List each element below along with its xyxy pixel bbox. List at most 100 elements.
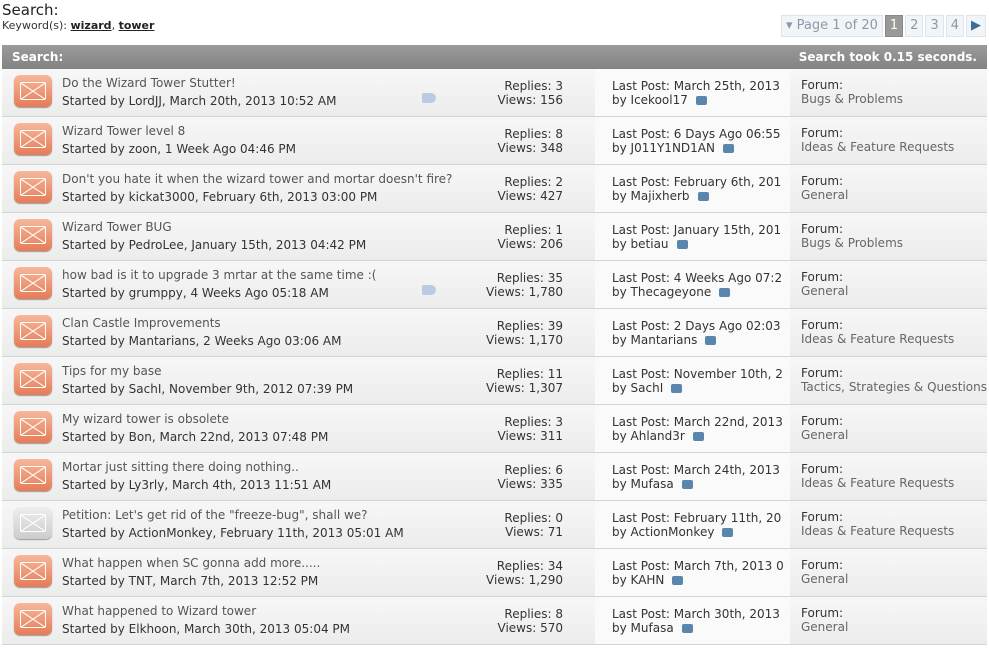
thread-row: Tips for my base Started by SachI, Novem… bbox=[2, 357, 987, 405]
thread-title[interactable]: how bad is it to upgrade 3 mrtar at the … bbox=[62, 268, 377, 282]
last-post: Last Post: February 11th, 20 by ActionMon… bbox=[595, 501, 790, 548]
forum-name[interactable]: Ideas & Feature Requests bbox=[801, 524, 955, 538]
forum: Forum: General bbox=[801, 174, 848, 202]
go-to-last-post-icon[interactable] bbox=[697, 192, 709, 201]
forum: Forum: General bbox=[801, 270, 848, 298]
last-post-user[interactable]: by KAHN bbox=[612, 573, 665, 587]
go-to-last-post-icon[interactable] bbox=[681, 624, 693, 633]
go-to-last-post-icon[interactable] bbox=[705, 336, 717, 345]
views: Views: 335 bbox=[497, 477, 564, 491]
last-post-user[interactable]: by Mantarians bbox=[612, 333, 698, 347]
thread-stats: Replies: 34 Views: 1,290 bbox=[445, 549, 595, 596]
keywords: Keyword(s): wizard, tower bbox=[2, 19, 155, 32]
replies: Replies: 8 bbox=[504, 127, 563, 141]
views: Views: 1,307 bbox=[486, 381, 563, 395]
last-post-user[interactable]: by Mufasa bbox=[612, 477, 674, 491]
last-post: Last Post: February 6th, 201 by Majixherb bbox=[595, 165, 790, 212]
forum-name[interactable]: Ideas & Feature Requests bbox=[801, 476, 955, 490]
thread-title[interactable]: Do the Wizard Tower Stutter! bbox=[62, 76, 236, 90]
forum-name[interactable]: General bbox=[801, 572, 849, 586]
forum-name[interactable]: General bbox=[801, 428, 849, 442]
last-post-user[interactable]: by SachI bbox=[612, 381, 664, 395]
last-post-user[interactable]: by betiau bbox=[612, 237, 669, 251]
page-1[interactable]: 1 bbox=[884, 15, 904, 37]
go-to-last-post-icon[interactable] bbox=[672, 576, 684, 585]
thread-title[interactable]: Mortar just sitting there doing nothing.… bbox=[62, 460, 299, 474]
envelope-icon bbox=[14, 171, 52, 203]
thread-starter: Started by LordJJ, March 20th, 2013 10:5… bbox=[62, 94, 337, 108]
go-to-last-post-icon[interactable] bbox=[676, 240, 688, 249]
go-to-last-post-icon[interactable] bbox=[722, 528, 734, 537]
forum-name[interactable]: General bbox=[801, 188, 849, 202]
last-post: Last Post: March 25th, 2013 by Icekool17 bbox=[595, 69, 790, 116]
thread-row: Wizard Tower level 8 Started by zoon, 1 … bbox=[2, 117, 987, 165]
thread-stats: Replies: 39 Views: 1,170 bbox=[445, 309, 595, 356]
keyword-label: Keyword(s): bbox=[2, 19, 71, 32]
forum: Forum: General bbox=[801, 558, 848, 586]
last-post-user[interactable]: by Ahland3r bbox=[612, 429, 685, 443]
thread-starter: Started by Bon, March 22nd, 2013 07:48 P… bbox=[62, 430, 329, 444]
thread-title[interactable]: Wizard Tower level 8 bbox=[62, 124, 186, 138]
last-post: Last Post: March 24th, 2013 by Mufasa bbox=[595, 453, 790, 500]
next-page-icon[interactable]: ▶ bbox=[966, 15, 986, 37]
forum-label: Forum: bbox=[801, 78, 844, 92]
forum-label: Forum: bbox=[801, 366, 844, 380]
last-post-user[interactable]: by Icekool17 bbox=[612, 93, 688, 107]
page-dropdown[interactable]: ▾ Page 1 of 20 bbox=[780, 15, 883, 37]
forum-name[interactable]: Bugs & Problems bbox=[801, 92, 904, 106]
last-post-user[interactable]: by J011Y1ND1AN bbox=[612, 141, 715, 155]
forum-name[interactable]: General bbox=[801, 620, 849, 634]
go-to-last-post-icon[interactable] bbox=[695, 96, 707, 105]
forum-name[interactable]: Ideas & Feature Requests bbox=[801, 140, 955, 154]
views: Views: 1,290 bbox=[486, 573, 563, 587]
thread-title[interactable]: Tips for my base bbox=[62, 364, 162, 378]
views: Views: 1,780 bbox=[486, 285, 563, 299]
keyword-link[interactable]: wizard bbox=[70, 19, 112, 32]
thread-row: Clan Castle Improvements Started by Mant… bbox=[2, 309, 987, 357]
thread-title[interactable]: What happened to Wizard tower bbox=[62, 604, 257, 618]
last-post-date: Last Post: March 22nd, 2013 bbox=[612, 415, 783, 429]
pagination: ▾ Page 1 of 20 1 2 3 4 ▶ bbox=[780, 15, 986, 37]
thread-starter: Started by Mantarians, 2 Weeks Ago 03:06… bbox=[62, 334, 342, 348]
forum-name[interactable]: General bbox=[801, 284, 849, 298]
thread-title[interactable]: Petition: Let's get rid of the "freeze-b… bbox=[62, 508, 368, 522]
thread-starter: Started by ActionMonkey, February 11th, … bbox=[62, 526, 404, 540]
keyword-link[interactable]: tower bbox=[118, 19, 155, 32]
thread-starter: Started by PedroLee, January 15th, 2013 … bbox=[62, 238, 367, 252]
tag-icon[interactable] bbox=[422, 285, 436, 295]
page-3[interactable]: 3 bbox=[925, 15, 944, 37]
last-post: Last Post: 6 Days Ago 06:55 by J011Y1ND1A… bbox=[595, 117, 790, 164]
thread-title[interactable]: My wizard tower is obsolete bbox=[62, 412, 229, 426]
last-post-user[interactable]: by ActionMonkey bbox=[612, 525, 715, 539]
thread-title[interactable]: Clan Castle Improvements bbox=[62, 316, 221, 330]
thread-starter: Started by TNT, March 7th, 2013 12:52 PM bbox=[62, 574, 319, 588]
views: Views: 427 bbox=[497, 189, 564, 203]
page-2[interactable]: 2 bbox=[905, 15, 924, 37]
go-to-last-post-icon[interactable] bbox=[692, 432, 704, 441]
last-post-user[interactable]: by Majixherb bbox=[612, 189, 690, 203]
envelope-icon bbox=[14, 267, 52, 299]
forum-name[interactable]: Bugs & Problems bbox=[801, 236, 904, 250]
forum-name[interactable]: Ideas & Feature Requests bbox=[801, 332, 955, 346]
thread-row: My wizard tower is obsolete Started by B… bbox=[2, 405, 987, 453]
last-post-date: Last Post: 4 Weeks Ago 07:2 bbox=[612, 271, 783, 285]
views: Views: 348 bbox=[497, 141, 564, 155]
go-to-last-post-icon[interactable] bbox=[671, 384, 683, 393]
last-post-user[interactable]: by Thecageyone bbox=[612, 285, 712, 299]
last-post-date: Last Post: February 11th, 20 bbox=[612, 511, 782, 525]
thread-title[interactable]: Wizard Tower BUG bbox=[62, 220, 172, 234]
forum-label: Forum: bbox=[801, 606, 844, 620]
page-4[interactable]: 4 bbox=[945, 15, 964, 37]
tag-icon[interactable] bbox=[422, 93, 436, 103]
go-to-last-post-icon[interactable] bbox=[681, 480, 693, 489]
forum: Forum: Bugs & Problems bbox=[801, 222, 903, 250]
views: Views: 570 bbox=[497, 621, 564, 635]
thread-row: Wizard Tower BUG Started by PedroLee, Ja… bbox=[2, 213, 987, 261]
last-post-user[interactable]: by Mufasa bbox=[612, 621, 674, 635]
thread-title[interactable]: Don't you hate it when the wizard tower … bbox=[62, 172, 453, 186]
forum-name[interactable]: Tactics, Strategies & Questions bbox=[801, 380, 988, 394]
thread-starter: Started by Elkhoon, March 30th, 2013 05:… bbox=[62, 622, 350, 636]
thread-title[interactable]: What happen when SC gonna add more..... bbox=[62, 556, 321, 570]
go-to-last-post-icon[interactable] bbox=[719, 288, 731, 297]
go-to-last-post-icon[interactable] bbox=[722, 144, 734, 153]
